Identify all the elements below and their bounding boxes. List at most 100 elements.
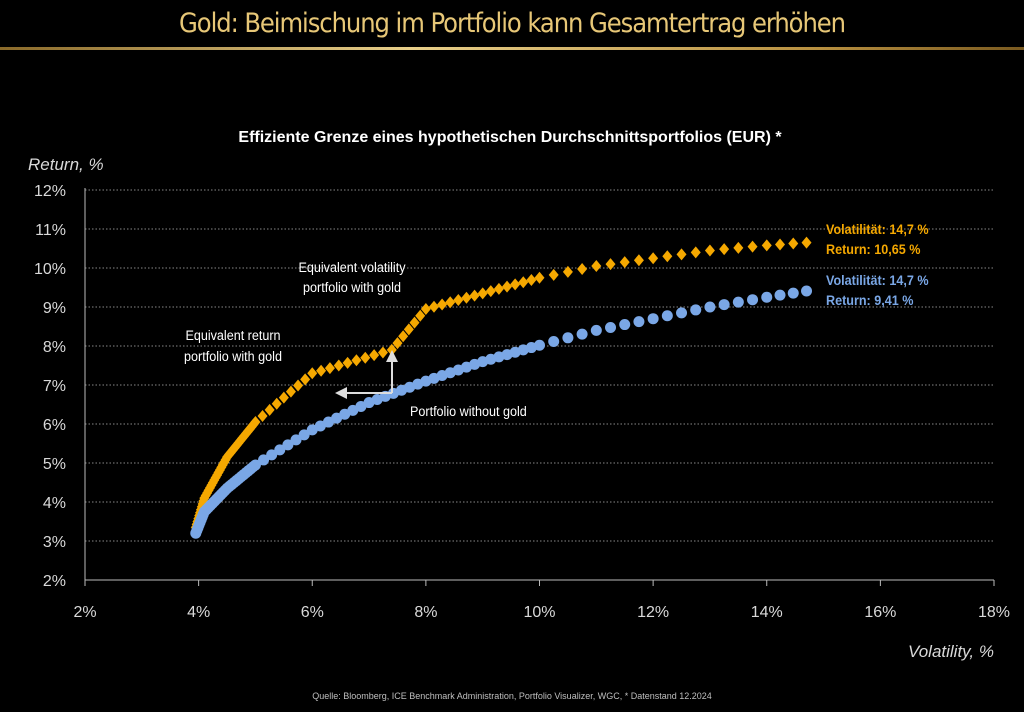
no-gold-series-point <box>249 459 261 471</box>
gold-series-point <box>415 309 426 322</box>
gold-series-point <box>285 385 296 398</box>
blue-end-label: Volatilität: 14,7 % <box>826 272 929 288</box>
x-tick-label: 4% <box>187 604 210 621</box>
no-gold-series-point <box>562 332 574 344</box>
gold-series-point <box>250 416 261 429</box>
gold-series-point <box>278 391 289 404</box>
gold-series-point <box>493 282 504 295</box>
y-tick-label: 8% <box>43 339 66 356</box>
no-gold-series-point <box>274 444 286 456</box>
y-tick-label: 2% <box>43 573 66 590</box>
x-axis-label: Volatility, % <box>908 642 994 661</box>
no-gold-series-point <box>661 310 673 322</box>
gold-series-point <box>477 287 488 300</box>
x-tick-label: 2% <box>73 604 96 621</box>
gold-series-point <box>453 294 464 307</box>
no-gold-series-point <box>718 299 730 311</box>
source-note: Quelle: Bloomberg, ICE Benchmark Adminis… <box>312 691 712 701</box>
no-gold-series-point <box>282 439 294 451</box>
gold-series-point <box>333 359 344 372</box>
gold-series-point <box>351 354 362 367</box>
chart-title: Effiziente Grenze eines hypothetischen D… <box>238 129 782 146</box>
no-gold-series-point <box>534 339 545 351</box>
gold-series-point <box>747 240 758 253</box>
arrow-up-icon <box>386 350 398 362</box>
x-tick-label: 14% <box>751 604 783 621</box>
y-tick-label: 3% <box>43 534 66 551</box>
annotation-equivalent-volatility: portfolio with gold <box>303 279 401 295</box>
gold-series-point <box>461 291 472 304</box>
no-gold-series-point <box>801 285 813 297</box>
no-gold-series-point <box>258 454 270 466</box>
no-gold-series-point <box>747 294 759 306</box>
gold-series-point <box>619 256 630 269</box>
no-gold-series-point <box>605 321 617 333</box>
annotation-equivalent-volatility: Equivalent volatility <box>299 259 406 275</box>
gold-series-point <box>761 239 772 252</box>
gold-series-point <box>257 409 268 422</box>
no-gold-series-point <box>590 324 602 336</box>
gold-series-point <box>437 298 448 311</box>
gold-series-point <box>428 300 439 313</box>
gold-series-point <box>403 323 414 336</box>
no-gold-series-point <box>676 307 688 319</box>
y-tick-label: 10% <box>34 261 66 278</box>
no-gold-series-point <box>548 336 560 348</box>
x-tick-label: 18% <box>978 604 1010 621</box>
gold-series-point <box>591 260 602 273</box>
gold-series-point <box>502 280 513 293</box>
no-gold-series-point <box>647 313 659 325</box>
no-gold-series-point <box>290 434 302 446</box>
gold-series-point <box>293 379 304 392</box>
no-gold-series-point <box>690 304 702 316</box>
blue-end-label: Return: 9,41 % <box>826 292 914 308</box>
y-tick-label: 9% <box>43 300 66 317</box>
gold-series-point <box>316 364 327 377</box>
annotation-equivalent-return: portfolio with gold <box>184 348 282 364</box>
x-tick-label: 16% <box>864 604 896 621</box>
gold-series-point <box>469 289 480 302</box>
gold-series-point <box>648 252 659 265</box>
gold-series-point <box>562 265 573 278</box>
no-gold-series-point <box>633 316 645 328</box>
arrow-left-icon <box>335 387 347 399</box>
no-gold-series-point <box>266 449 278 461</box>
gold-series-point <box>662 250 673 263</box>
gold-end-label: Return: 10,65 % <box>826 241 921 257</box>
y-tick-label: 12% <box>34 183 66 200</box>
gold-series-point <box>324 362 335 375</box>
divider <box>0 47 1024 50</box>
gold-series-point <box>369 349 380 362</box>
y-tick-label: 6% <box>43 417 66 434</box>
y-axis-label: Return, % <box>28 155 104 174</box>
no-gold-series-point <box>774 289 786 301</box>
gold-series-point <box>485 285 496 298</box>
gold-series-point <box>307 367 318 380</box>
gold-series-point <box>788 237 799 250</box>
gold-series-point <box>300 373 311 386</box>
annotation-equivalent-return: Equivalent return <box>185 327 280 343</box>
y-tick-label: 7% <box>43 378 66 395</box>
gold-series-point <box>548 268 559 281</box>
y-tick-label: 4% <box>43 495 66 512</box>
gold-series-point <box>577 262 588 275</box>
gold-series-point <box>392 337 403 350</box>
no-gold-series-point <box>732 296 744 308</box>
y-tick-label: 5% <box>43 456 66 473</box>
x-tick-label: 6% <box>301 604 324 621</box>
gold-series-point <box>676 248 687 261</box>
gold-series-point <box>386 343 397 356</box>
gold-series-point <box>420 302 431 315</box>
gold-series-point <box>264 403 275 416</box>
gold-series-point <box>605 258 616 271</box>
page-title: Gold: Beimischung im Portfolio kann Gesa… <box>179 8 846 39</box>
gold-series-point <box>360 351 371 364</box>
annotation-without-gold: Portfolio without gold <box>410 403 527 419</box>
gold-end-label: Volatilität: 14,7 % <box>826 221 929 237</box>
x-tick-label: 12% <box>637 604 669 621</box>
no-gold-series-point <box>298 429 310 441</box>
gold-series-point <box>733 241 744 254</box>
no-gold-series-point <box>576 328 588 340</box>
gold-series-point <box>377 346 388 359</box>
